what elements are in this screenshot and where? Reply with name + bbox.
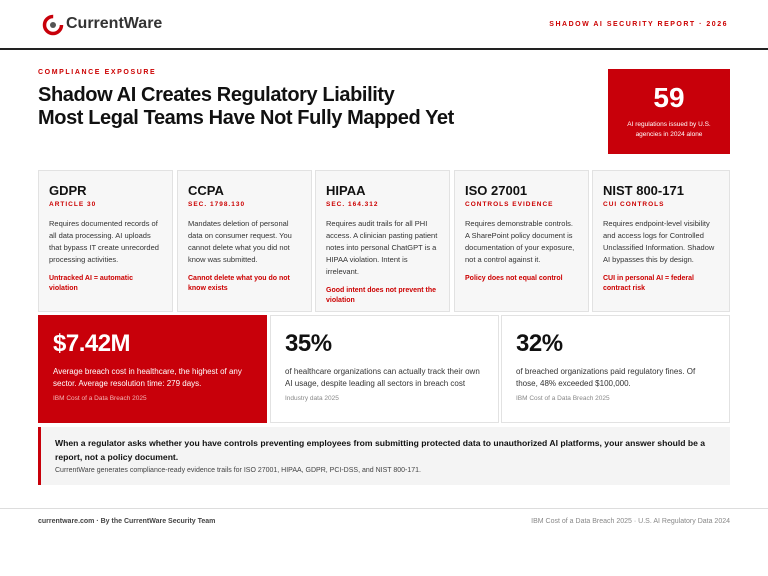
card-body: Requires audit trails for all PHI access… [326,219,438,276]
header-rule [0,48,768,50]
card-risk: Policy does not equal control [465,275,563,282]
card-title: GDPR [49,183,87,198]
regulation-card: GDPR ARTICLE 30 Requires documented record… [38,170,173,312]
regulation-card: ISO 27001 CONTROLS EVIDENCE Requires demon… [454,170,589,312]
callout-note: CurrentWare generates compliance-ready e… [55,467,421,474]
card-title: NIST 800-171 [603,183,684,198]
hero-stat: 59 AI regulations issued by U.S. agencie… [608,69,730,154]
title-line: Most Legal Teams Have Not Fully Mapped Y… [38,107,454,129]
callout-headline: When a regulator asks whether you have c… [55,438,706,462]
stat-text: of breached organizations paid regulator… [516,367,696,388]
stat-value: 32% [516,330,563,357]
title-line: Shadow AI Creates Regulatory Liability [38,84,395,106]
card-risk: Untracked AI = automatic violation [49,275,133,292]
stat-value: $7.42M [53,330,131,357]
card-reference: CUI CONTROLS [603,201,665,208]
regulation-card: CCPA SEC. 1798.130 Mandates deletion of pe… [177,170,312,312]
hero-stat-caption: AI regulations issued by U.S. agencies i… [627,121,711,138]
card-title: HIPAA [326,183,366,198]
card-title: CCPA [188,183,224,198]
footer-right: IBM Cost of a Data Breach 2025 · U.S. AI… [531,518,730,525]
card-reference: ARTICLE 30 [49,201,97,208]
eyebrow: COMPLIANCE EXPOSURE [38,69,157,76]
card-risk: CUI in personal AI = federal contract ri… [603,275,694,292]
card-body: Requires demonstrable controls. A ShareP… [465,219,575,264]
stat-value: 35% [285,330,332,357]
card-body: Requires endpoint-level visibility and a… [603,219,715,264]
card-risk: Good intent does not prevent the violati… [326,287,437,304]
stat-text: Average breach cost in healthcare, the h… [53,367,242,388]
stat-source: Industry data 2025 [285,395,339,402]
stat-box: 35% of healthcare organizations can actua… [270,315,499,423]
card-reference: SEC. 1798.130 [188,201,246,208]
card-reference: CONTROLS EVIDENCE [465,201,554,208]
card-body: Requires documented records of all data … [49,219,159,264]
hero-stat-value: 59 [653,82,685,113]
title: Shadow AI Creates Regulatory Liability M… [38,84,454,130]
callout: When a regulator asks whether you have c… [38,427,730,485]
brand: CurrentWare [66,15,163,32]
card-risk: Cannot delete what you do not know exist… [188,275,290,292]
footer-rule [0,508,768,509]
stat-box: $7.42M Average breach cost in healthcare,… [38,315,267,423]
regulation-card: HIPAA SEC. 164.312 Requires audit trails f… [315,170,450,312]
stat-text: of healthcare organizations can actually… [285,367,480,388]
stat-box: 32% of breached organizations paid regula… [501,315,730,423]
card-reference: SEC. 164.312 [326,201,379,208]
footer-left: currentware.com · By the CurrentWare Sec… [38,518,216,525]
stat-source: IBM Cost of a Data Breach 2025 [53,395,147,402]
report-label: SHADOW AI SECURITY REPORT · 2026 [549,21,728,28]
card-body: Mandates deletion of personal data on co… [188,219,292,264]
regulation-card: NIST 800-171 CUI CONTROLS Requires endpoin… [592,170,730,312]
card-title: ISO 27001 [465,183,528,198]
stat-source: IBM Cost of a Data Breach 2025 [516,395,610,402]
logo-icon [42,14,64,36]
